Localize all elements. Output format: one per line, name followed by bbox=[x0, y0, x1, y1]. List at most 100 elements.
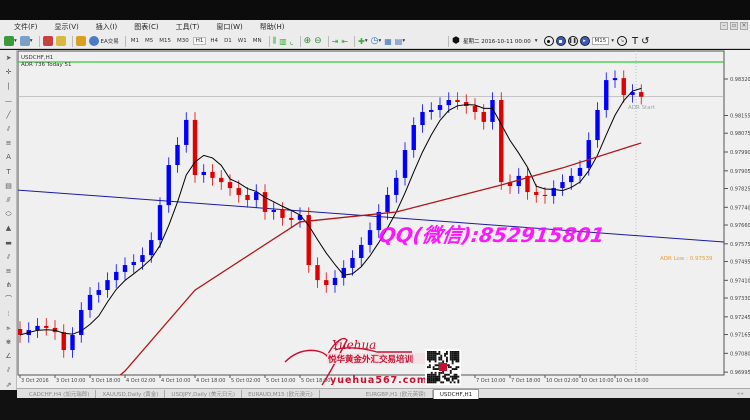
stop-button[interactable] bbox=[543, 36, 554, 46]
qr-module bbox=[430, 352, 433, 355]
menu-insert[interactable]: 插入(I) bbox=[95, 23, 118, 31]
qr-module bbox=[428, 375, 431, 378]
timeframe-w1[interactable]: W1 bbox=[237, 38, 247, 44]
text-tool-icon[interactable]: A bbox=[6, 153, 11, 162]
tab-xauusd[interactable]: XAUUSD,Daily (黄金) bbox=[96, 389, 166, 398]
replay-date-dropdown-icon[interactable]: ▾ bbox=[534, 38, 538, 44]
chart-window-button[interactable]: ▤ ▾ bbox=[394, 36, 406, 46]
menu-file[interactable]: 文件(F) bbox=[14, 23, 38, 31]
pause-button[interactable]: ❚❚ bbox=[567, 36, 578, 46]
line-chart-button[interactable]: ⌞ bbox=[290, 36, 294, 47]
profiles-button[interactable]: ▾ bbox=[19, 36, 33, 47]
ea-trading-button[interactable]: EA交易 bbox=[88, 36, 119, 47]
bull-candle bbox=[184, 119, 189, 145]
chart-shift-button[interactable]: ⇤ bbox=[341, 36, 348, 47]
qr-module bbox=[446, 360, 448, 363]
tab-eurgbp[interactable]: EURGBP,H1 (欧元英镑) bbox=[360, 389, 433, 398]
candle-chart-button[interactable]: ▥ bbox=[279, 36, 287, 47]
tab-euraud[interactable]: EURAUD,M15 (欧元澳元) bbox=[242, 389, 320, 398]
menu-window[interactable]: 窗口(W) bbox=[216, 23, 243, 31]
triangle-tool-icon[interactable]: ▲ bbox=[5, 224, 12, 233]
gann-grid-tool-icon[interactable]: ⋇ bbox=[5, 338, 12, 346]
qr-module bbox=[457, 356, 460, 359]
fibonacci-tool-icon[interactable]: ≡ bbox=[5, 139, 12, 148]
bear-candle bbox=[472, 105, 478, 112]
gann-tool-icon[interactable]: ⫽ bbox=[6, 252, 11, 261]
timeframe-m30[interactable]: M30 bbox=[177, 38, 189, 44]
timeframe-d1[interactable]: D1 bbox=[224, 38, 232, 44]
qr-module bbox=[455, 377, 458, 380]
autoscroll-button[interactable]: ⇥ bbox=[332, 36, 339, 47]
play-button[interactable] bbox=[555, 36, 566, 46]
price-tick-label: 0.97410 bbox=[730, 278, 750, 284]
zoom-in-button[interactable]: ⊕ bbox=[304, 36, 312, 47]
bear-candle bbox=[210, 171, 215, 178]
grid-tool-icon[interactable]: ▤ bbox=[5, 181, 12, 190]
rectangle-tool-icon[interactable]: ▬ bbox=[5, 238, 12, 247]
timeframe-m5[interactable]: M5 bbox=[145, 38, 154, 44]
cycle-tool-icon[interactable]: ⦙ bbox=[7, 309, 10, 318]
replay-date-select[interactable]: 星期二 2016-10-11 00:00 bbox=[462, 39, 531, 45]
bull-candle bbox=[114, 271, 119, 281]
menu-charts[interactable]: 图表(C) bbox=[134, 23, 159, 31]
timeframe-h1[interactable]: H1 bbox=[192, 37, 207, 45]
templates-button[interactable]: ▦ bbox=[384, 36, 392, 47]
trend-line-tool-icon[interactable]: ╱ bbox=[6, 110, 11, 119]
andrews-tool-icon[interactable]: ⫻ bbox=[6, 196, 11, 204]
replay-period-select[interactable]: M15 bbox=[591, 37, 610, 45]
meta-editor-button[interactable] bbox=[75, 36, 86, 47]
qr-module bbox=[451, 354, 454, 357]
replay-period-dropdown-icon[interactable]: ▾ bbox=[611, 38, 615, 44]
pitchfork-tool-icon[interactable]: ⋔ bbox=[5, 281, 12, 290]
navigator-button[interactable] bbox=[55, 36, 66, 47]
minimize-button[interactable]: – bbox=[720, 22, 728, 30]
step-icon: ▸ bbox=[583, 38, 586, 44]
chart-window[interactable]: 0.98240 0.98320 0.98155 0.98075 0.97990 0.97… bbox=[17, 50, 750, 390]
bull-candle bbox=[140, 255, 145, 262]
label-tool-icon[interactable]: T bbox=[6, 167, 11, 176]
indicators-button[interactable]: ✚ ▾ bbox=[358, 36, 368, 46]
ellipse-tool-icon[interactable]: ⬭ bbox=[5, 210, 12, 219]
angle-tool-icon[interactable]: ∠ bbox=[5, 352, 12, 361]
bull-candle bbox=[376, 211, 381, 231]
bull-candle bbox=[254, 192, 259, 201]
fib-channel-tool-icon[interactable]: ⫽ bbox=[6, 366, 11, 375]
fib-fan-tool-icon[interactable]: ≡ bbox=[5, 267, 12, 275]
step-button[interactable]: ▸ bbox=[579, 36, 590, 46]
vertical-line-tool-icon[interactable]: | bbox=[7, 82, 10, 91]
zoom-out-button[interactable]: ⊖ bbox=[314, 36, 322, 47]
qr-module bbox=[438, 358, 441, 361]
horizontal-line-tool-icon[interactable]: — bbox=[5, 96, 12, 105]
restore-button[interactable]: ▫ bbox=[730, 22, 738, 30]
menu-help[interactable]: 帮助(H) bbox=[259, 23, 285, 31]
fib-arc-tool-icon[interactable]: ⌒ bbox=[5, 295, 12, 304]
cursor-tool-icon[interactable]: ➤ bbox=[5, 54, 12, 62]
bar-chart-button[interactable]: ⫼ bbox=[273, 36, 277, 47]
menu-view[interactable]: 显示(V) bbox=[54, 23, 79, 31]
speed-button[interactable]: ↘ bbox=[617, 36, 628, 46]
timeframe-h4[interactable]: H4 bbox=[210, 38, 219, 44]
close-button[interactable]: × bbox=[740, 22, 748, 30]
zoom-out-icon: ⊖ bbox=[314, 36, 322, 46]
market-watch-button[interactable] bbox=[42, 36, 53, 47]
tab-scroll-arrows[interactable]: ◂ ▸ bbox=[736, 390, 744, 397]
tab-cadchf[interactable]: CADCHF,H4 (加元瑞郎) bbox=[23, 389, 97, 398]
tab-usdjpy[interactable]: USDJPY,Daily (美元日元) bbox=[165, 389, 243, 398]
qr-module bbox=[436, 375, 439, 378]
arrow-tool-icon[interactable]: ⇗ bbox=[5, 380, 12, 389]
timeframe-m15[interactable]: M15 bbox=[159, 38, 172, 44]
timeframe-mn[interactable]: MN bbox=[252, 38, 262, 44]
tab-usdchf[interactable]: USDCHF,H1 bbox=[432, 388, 480, 399]
price-tick-label: 0.98075 bbox=[730, 131, 750, 137]
menu-tools[interactable]: 工具(T) bbox=[175, 23, 200, 31]
bear-candle bbox=[289, 217, 294, 220]
channel-tool-icon[interactable]: ⫽ bbox=[6, 125, 11, 133]
new-chart-button[interactable]: ▾ bbox=[4, 36, 17, 47]
regression-tool-icon[interactable]: ⫸ bbox=[6, 323, 11, 332]
timeframe-m1[interactable]: M1 bbox=[130, 38, 140, 44]
text-tool-button[interactable]: T bbox=[632, 35, 639, 47]
crosshair-tool-icon[interactable]: ✛ bbox=[5, 68, 12, 77]
periods-button[interactable]: ◷ ▾ bbox=[370, 36, 382, 46]
price-chart[interactable]: 0.98240 0.98320 0.98155 0.98075 0.97990 0.97… bbox=[17, 50, 750, 390]
undo-button[interactable]: ↺ bbox=[641, 35, 650, 47]
